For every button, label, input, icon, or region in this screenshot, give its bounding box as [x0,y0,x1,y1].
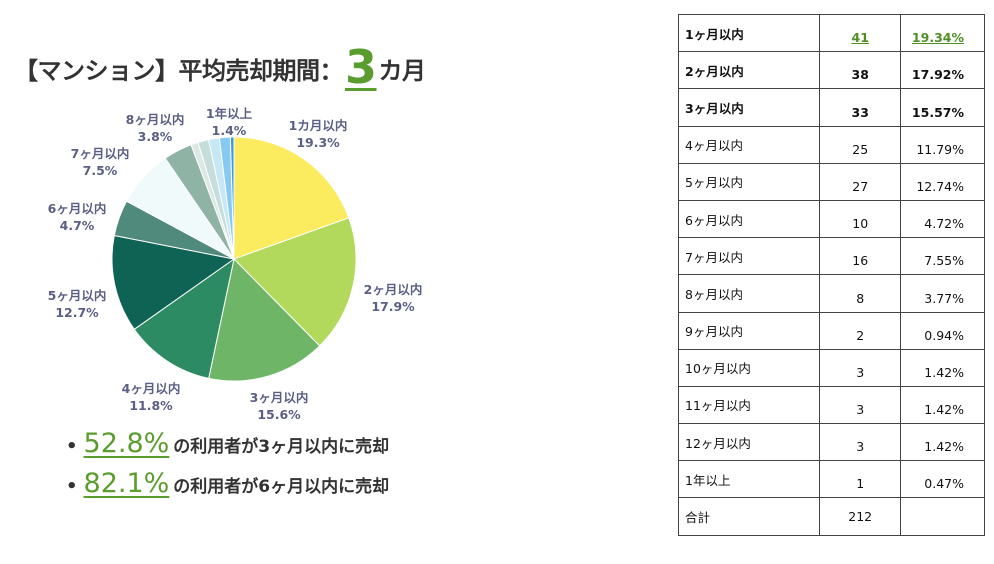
slice-percent-label: 1.4% [212,123,247,138]
slice-percent-label: 19.3% [296,135,340,150]
table-row: 2ヶ月以内 38 17.92% [677,51,985,90]
slice-label: 1年以上 [206,106,253,121]
table-cell-pct: 0.94% [900,311,985,350]
table-row: 3ヶ月以内 33 15.57% [677,88,985,127]
slice-percent-label: 7.5% [83,163,118,178]
table-cell-period: 3ヶ月以内 [677,88,821,127]
summary-bullet-3-months: • 52.8% の利用者が3ヶ月以内に売却 [66,428,389,468]
slice-percent-label: 15.6% [257,407,301,422]
table-row: 8ヶ月以内 8 3.77% [677,274,985,313]
table-cell-period: 4ヶ月以内 [677,125,821,164]
table-cell-pct: 1.42% [900,348,985,387]
slice-label: 7ヶ月以内 [71,146,130,161]
table-row: 9ヶ月以内 2 0.94% [677,311,985,350]
table-cell-pct: 19.34% [900,13,985,53]
table-cell-period: 1ヶ月以内 [677,13,821,53]
table-cell-period: 7ヶ月以内 [677,237,821,276]
slice-percent-label: 11.8% [129,398,173,413]
pie-slice [133,257,235,379]
title-average-number: 3 [345,40,377,94]
pie-chart: 1カ月以内 19.3% 2ヶ月以内 17.9% 3ヶ月以内 15.6% 4ヶ月以内 11.8%… [48,106,423,422]
table-cell-pct: 3.77% [900,274,985,313]
table-cell-count: 33 [819,88,902,127]
table-cell-pct: 17.92% [900,51,985,90]
table-cell-count: 27 [819,162,902,201]
pie-slice [208,257,321,382]
table-cell-period: 11ヶ月以内 [677,385,821,425]
table-cell-count: 2 [819,311,902,350]
table-cell-period: 5ヶ月以内 [677,162,821,201]
table-cell-pct: 11.79% [900,125,985,164]
slice-percent-label: 12.7% [55,305,99,320]
slice-label: 1カ月以内 [289,118,348,133]
slice-label: 4ヶ月以内 [122,381,181,396]
table-cell-period: 2ヶ月以内 [677,51,821,90]
pie-slice [111,234,236,330]
bullet-dot-icon: • [66,436,78,457]
table-cell-count: 41 [819,13,902,53]
table-row: 7ヶ月以内 16 7.55% [677,237,985,276]
table-cell-count: 16 [819,237,902,276]
bullet-percentage: 52.8% [83,428,170,459]
slice-percent-label: 4.7% [60,218,95,233]
table-cell-count: 212 [819,497,902,536]
table-cell-period: 10ヶ月以内 [677,348,821,387]
table-row: 1年以上 1 0.47% [677,460,985,499]
slice-label: 2ヶ月以内 [364,282,423,297]
page-title: 【マンション】平均売却期間：3カ月 [14,40,426,94]
table-cell-pct: 7.55% [900,237,985,276]
title-prefix: 【マンション】平均売却期間： [14,57,344,85]
slice-label: 5ヶ月以内 [48,288,107,303]
bullet-dot-icon: • [66,476,78,497]
table-cell-period: 合計 [677,497,821,536]
table-cell-period: 8ヶ月以内 [677,274,821,313]
table-row: 1ヶ月以内 41 19.34% [677,13,985,53]
table-cell-period: 1年以上 [677,460,821,499]
pie-slice [233,136,350,260]
slice-label: 8ヶ月以内 [126,112,185,127]
table-cell-pct: 1.42% [900,423,985,462]
table-cell-pct: 12.74% [900,162,985,201]
slice-percent-label: 17.9% [371,299,415,314]
slice-label: 6ヶ月以内 [48,201,107,216]
table-cell-pct: 4.72% [900,199,985,239]
table-cell-period: 9ヶ月以内 [677,311,821,350]
table-cell-count: 38 [819,51,902,90]
table-cell-count: 3 [819,385,902,425]
table-row: 4ヶ月以内 25 11.79% [677,125,985,164]
table-cell-pct: 0.47% [900,460,985,499]
table-row: 11ヶ月以内 3 1.42% [677,385,985,425]
pie-slice [233,217,357,347]
table-cell-count: 3 [819,348,902,387]
table-cell-count: 3 [819,423,902,462]
table-cell-count: 1 [819,460,902,499]
table-row: 5ヶ月以内 27 12.74% [677,162,985,201]
slice-label: 3ヶ月以内 [250,390,309,405]
table-cell-count: 10 [819,199,902,239]
pie-slice [229,136,235,260]
table-cell-period: 12ヶ月以内 [677,423,821,462]
bullet-text: の利用者が3ヶ月以内に売却 [173,437,390,457]
table-cell-count: 8 [819,274,902,313]
table-row: 6ヶ月以内 10 4.72% [677,199,985,239]
bullet-text: の利用者が6ヶ月以内に売却 [173,477,390,497]
bullet-percentage: 82.1% [83,468,170,499]
summary-bullet-6-months: • 82.1% の利用者が6ヶ月以内に売却 [66,468,389,508]
summary-bullets: • 52.8% の利用者が3ヶ月以内に売却 • 82.1% の利用者が6ヶ月以内… [66,428,389,508]
title-suffix: カ月 [378,57,427,85]
table-row: 12ヶ月以内 3 1.42% [677,423,985,462]
slice-percent-label: 3.8% [138,129,173,144]
table-cell-pct: 1.42% [900,385,985,425]
sales-period-table: 1ヶ月以内 41 19.34% 2ヶ月以内 38 17.92% 3ヶ月以内 33 15.57% 4… [677,13,985,536]
table-row: 10ヶ月以内 3 1.42% [677,348,985,387]
table-cell-pct: 15.57% [900,88,985,127]
table-cell-period: 6ヶ月以内 [677,199,821,239]
table-cell-count: 25 [819,125,902,164]
table-row: 合計 212 [677,497,985,536]
table-cell-pct [900,497,985,536]
